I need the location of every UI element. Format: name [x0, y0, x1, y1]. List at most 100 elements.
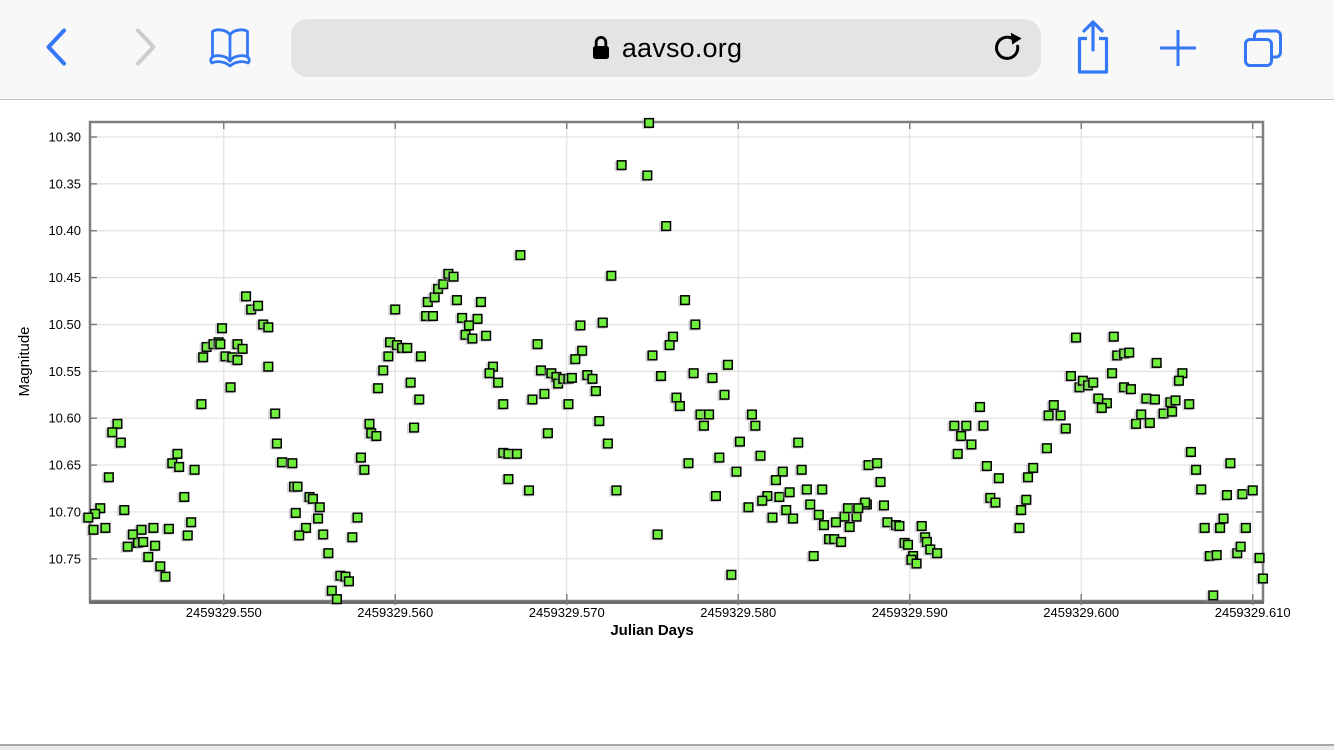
data-point: [1016, 505, 1027, 516]
data-point: [307, 493, 318, 504]
data-point: [237, 343, 248, 354]
data-point: [155, 561, 166, 572]
data-point: [878, 500, 890, 511]
data-point: [196, 399, 207, 410]
data-point: [774, 491, 785, 503]
data-point: [683, 458, 694, 469]
data-point: [978, 420, 989, 431]
url-text: aavso.org: [621, 32, 743, 63]
data-point: [409, 422, 420, 433]
data-point: [475, 296, 487, 308]
bookmarks-button[interactable]: [206, 25, 254, 71]
data-point: [597, 317, 608, 328]
x-axis-title: Julian Days: [610, 622, 693, 639]
data-point: [216, 323, 228, 334]
reload-button[interactable]: [991, 32, 1023, 64]
data-point: [1041, 443, 1052, 454]
y-tick-label: 10.70: [48, 504, 81, 519]
light-curve-chart: 10.30 10.35 10.40 10.45 10.50 10.55 10.60 10.65…: [16, 117, 1291, 639]
data-point: [674, 400, 685, 412]
data-point: [174, 461, 185, 473]
data-point: [294, 530, 305, 541]
back-button[interactable]: [40, 25, 74, 69]
data-point: [644, 117, 655, 128]
data-point: [112, 418, 123, 429]
data-point: [750, 420, 761, 431]
data-point: [1125, 384, 1137, 395]
data-point: [481, 330, 492, 341]
data-point: [932, 548, 943, 559]
y-tick-label: 10.50: [48, 317, 81, 332]
data-point: [1240, 522, 1251, 533]
data-point: [710, 490, 721, 502]
data-point: [911, 558, 922, 569]
lock-icon: [592, 36, 609, 59]
data-point: [839, 511, 850, 522]
data-point: [359, 464, 370, 475]
data-point: [503, 448, 514, 459]
data-point: [836, 536, 847, 547]
data-point: [577, 345, 588, 356]
data-point: [1158, 408, 1169, 419]
data-point: [136, 524, 147, 535]
data-point: [1149, 394, 1161, 405]
y-tick-label: 10.75: [48, 551, 81, 566]
data-point: [107, 427, 118, 438]
data-point: [1071, 332, 1082, 343]
data-point: [594, 415, 605, 427]
data-point: [851, 511, 862, 522]
data-point: [793, 437, 804, 448]
data-point: [767, 512, 778, 523]
data-point: [1199, 522, 1210, 533]
x-tick-label: 2459329.580: [700, 605, 776, 620]
data-point: [1131, 418, 1142, 429]
open-book-icon: [209, 28, 251, 68]
data-point: [668, 331, 679, 342]
data-point: [1028, 462, 1039, 473]
data-point: [872, 458, 883, 469]
data-point: [1065, 370, 1076, 382]
data-point: [1060, 423, 1071, 434]
data-point: [853, 503, 864, 514]
data-point: [232, 355, 243, 366]
data-point: [731, 466, 742, 477]
data-point: [830, 517, 842, 528]
data-point: [263, 361, 274, 372]
y-tick-label: 10.40: [48, 223, 81, 238]
data-point: [714, 452, 725, 463]
data-point: [378, 365, 389, 376]
data-point: [373, 383, 384, 394]
data-point: [318, 529, 329, 540]
data-point: [1208, 590, 1219, 601]
data-point: [323, 548, 334, 559]
data-point: [1108, 331, 1119, 342]
data-point: [127, 529, 138, 540]
data-point: [467, 333, 478, 344]
data-point: [1151, 357, 1162, 368]
share-button[interactable]: [1071, 17, 1115, 77]
data-point: [326, 585, 337, 596]
data-point: [270, 408, 281, 419]
address-bar[interactable]: aavso.org: [291, 19, 1041, 77]
data-point: [343, 576, 355, 587]
data-point: [1196, 484, 1207, 495]
tabs-button[interactable]: [1241, 26, 1285, 70]
data-point: [1247, 485, 1258, 496]
x-tick-label: 2459329.590: [872, 605, 948, 620]
new-tab-button[interactable]: [1157, 27, 1199, 69]
data-point: [503, 474, 514, 485]
data-point: [842, 503, 854, 514]
data-point: [542, 428, 553, 439]
data-point: [863, 460, 874, 471]
forward-button[interactable]: [128, 25, 162, 69]
y-tick-label: 10.45: [48, 270, 81, 285]
data-point: [1173, 375, 1185, 386]
data-point: [575, 320, 586, 331]
data-point: [352, 512, 363, 523]
data-point: [902, 539, 914, 550]
data-point: [1014, 522, 1025, 533]
y-tick-label: 10.30: [48, 129, 81, 144]
data-point: [498, 399, 509, 410]
data-point: [671, 392, 682, 403]
data-point: [590, 385, 601, 397]
